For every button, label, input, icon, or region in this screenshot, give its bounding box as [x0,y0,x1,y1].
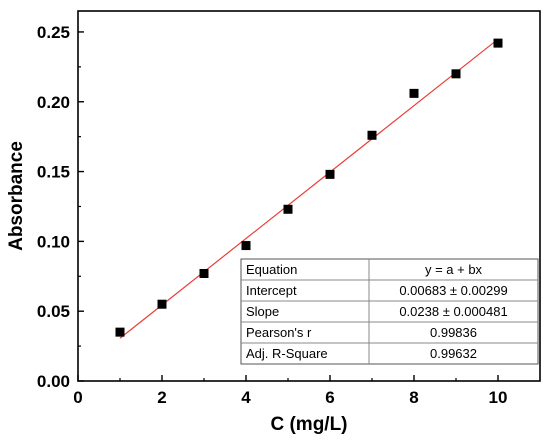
fit-table-label: Equation [246,262,297,277]
data-point [199,268,209,278]
y-axis-title: Absorbance [6,141,27,251]
data-point [157,299,167,309]
x-tick-label: 0 [73,388,82,407]
fit-results-table: Equation y = a + bx Intercept 0.00683 ± 0.0… [240,258,539,365]
plot-frame [77,10,541,382]
fit-table-value: 0.99632 [430,346,477,361]
fit-table-value: 0.99836 [430,325,477,340]
fit-table-value: 0.00683 ± 0.00299 [399,283,507,298]
y-tick-label: 0.10 [37,232,70,251]
x-axis-ticks: 0 2 4 6 8 10 [73,375,507,407]
x-tick-label: 2 [157,388,166,407]
fit-table-label: Intercept [246,283,297,298]
data-point [283,204,293,214]
y-tick-label: 0.25 [37,23,70,42]
fit-table-label: Adj. R-Square [246,346,328,361]
x-tick-label: 10 [489,388,508,407]
fit-table-label: Slope [246,304,279,319]
data-point [409,88,419,98]
fit-table-value: y = a + bx [425,262,483,277]
data-point [241,241,251,251]
data-points [115,38,503,337]
fit-table-value: 0.0238 ± 0.000481 [399,304,507,319]
linear-fit-line [119,38,499,339]
data-point [493,38,503,48]
x-axis-title: C (mg/L) [270,414,347,435]
fit-table-frame [240,258,539,365]
y-tick-label: 0.00 [37,372,70,391]
data-point [325,169,335,179]
data-point [451,69,461,79]
x-tick-label: 4 [241,388,251,407]
y-tick-label: 0.15 [37,163,70,182]
data-point [115,327,125,337]
y-axis-ticks: 0.00 0.05 0.10 0.15 0.20 0.25 [37,23,84,391]
y-tick-label: 0.05 [37,302,70,321]
y-tick-label: 0.20 [37,93,70,112]
x-tick-label: 8 [409,388,418,407]
x-tick-label: 6 [325,388,334,407]
fit-table-label: Pearson's r [246,325,312,340]
fit-line-layer [119,38,499,339]
data-point [367,130,377,140]
